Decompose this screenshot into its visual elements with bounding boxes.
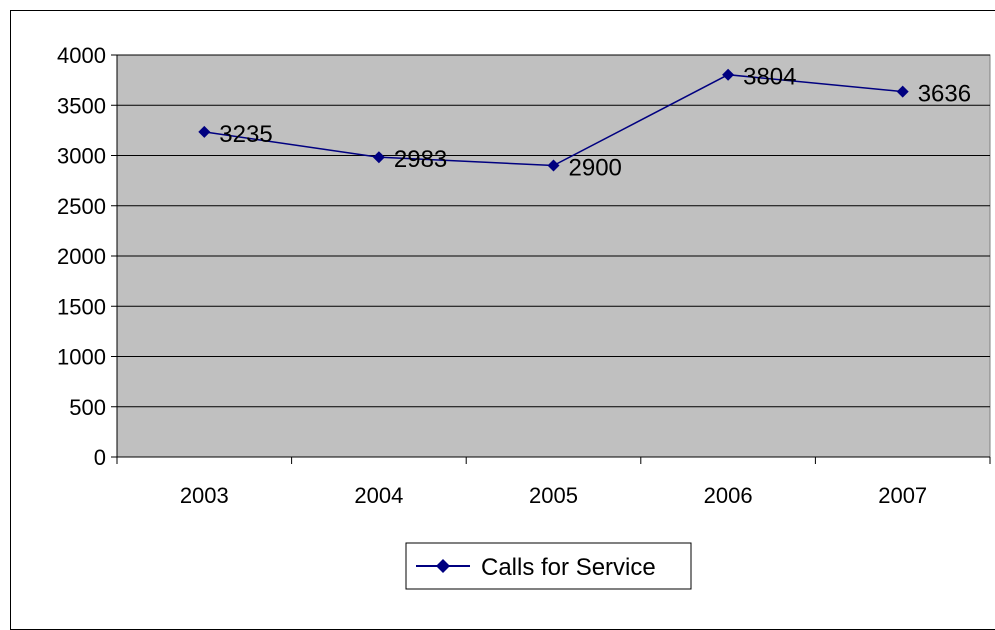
data-labels: 3235 2983 2900 3804 3636 — [219, 64, 971, 182]
y-tick-label-1000: 1000 — [57, 345, 106, 370]
y-tick-label-3500: 3500 — [57, 93, 106, 118]
y-tick-label-1500: 1500 — [57, 294, 106, 319]
gridlines — [117, 54, 990, 408]
y-axis: 0 500 1000 1500 2000 2500 3000 3500 4000 — [57, 43, 118, 470]
y-tick-label-500: 500 — [69, 395, 106, 420]
data-label-2007: 3636 — [918, 81, 971, 108]
y-tick-label-4000: 4000 — [57, 43, 106, 68]
y-tick-label-2500: 2500 — [57, 194, 106, 219]
legend-diamond-marker — [436, 559, 450, 573]
legend-label: Calls for Service — [481, 554, 656, 581]
legend: Calls for Service — [405, 542, 692, 590]
data-label-2003: 3235 — [219, 121, 272, 148]
data-point-2004 — [372, 151, 385, 164]
y-tick-label-2000: 2000 — [57, 244, 106, 269]
series-group — [198, 68, 909, 172]
x-tick-label-2007: 2007 — [878, 483, 927, 508]
x-tick-label-2005: 2005 — [529, 483, 578, 508]
data-label-2005: 2900 — [569, 155, 622, 182]
y-tick-label-0: 0 — [94, 445, 106, 470]
data-point-2005 — [547, 159, 560, 172]
x-tick-label-2003: 2003 — [180, 483, 229, 508]
data-point-2006 — [722, 68, 735, 81]
data-point-2003 — [198, 125, 211, 138]
data-label-2004: 2983 — [394, 146, 447, 173]
data-label-2006: 3804 — [743, 64, 796, 91]
data-point-2007 — [896, 85, 909, 98]
x-tick-label-2006: 2006 — [704, 483, 753, 508]
x-tick-label-2004: 2004 — [354, 483, 403, 508]
x-axis: 2003 2004 2005 2006 2007 — [116, 456, 991, 508]
y-tick-label-3000: 3000 — [57, 144, 106, 169]
